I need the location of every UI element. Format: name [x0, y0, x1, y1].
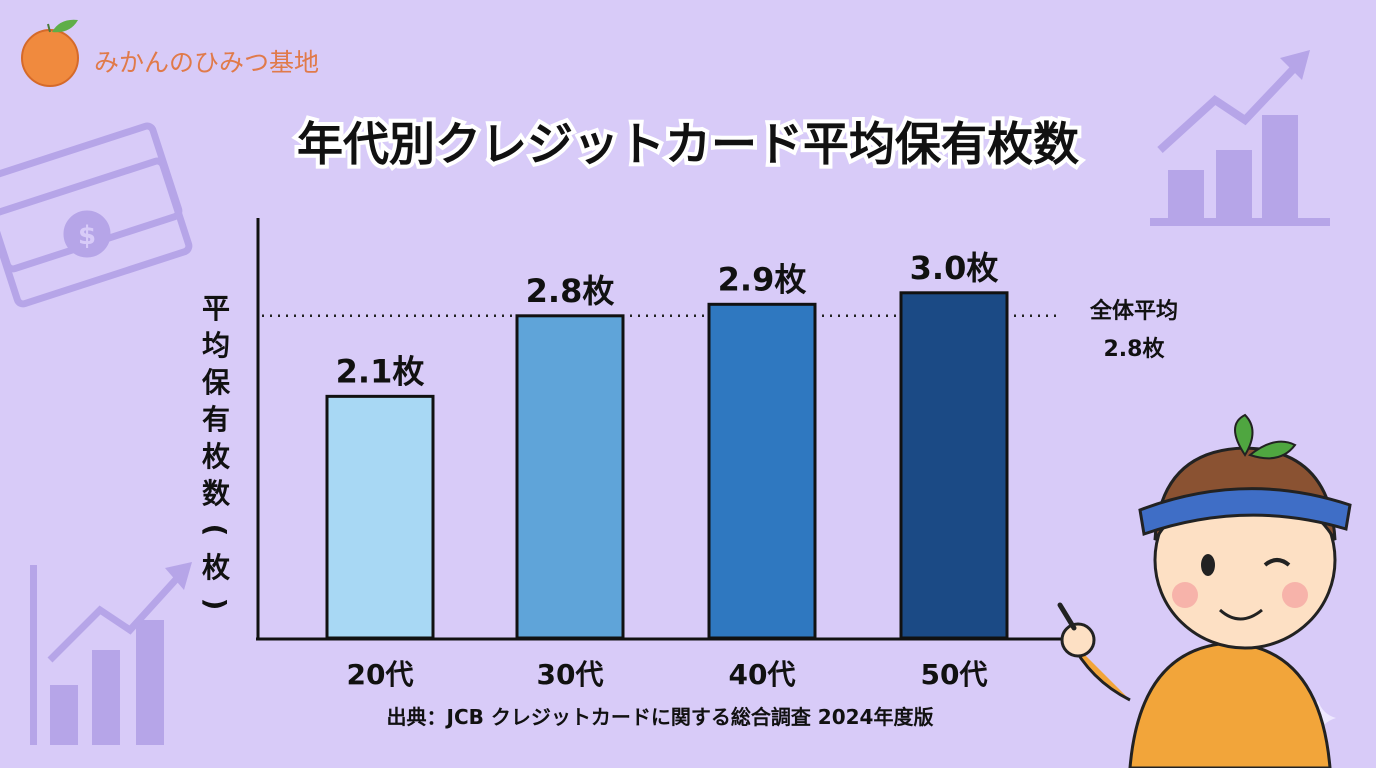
- data-label: 3.0枚: [910, 249, 999, 287]
- source-note: 出典：JCB クレジットカードに関する総合調査 2024年度版: [387, 705, 934, 729]
- bar-chart-up-icon: [30, 562, 192, 745]
- y-label-char: 平: [202, 292, 230, 325]
- y-axis-label: 平均保有枚数(枚): [199, 292, 232, 610]
- y-label-char: ): [199, 598, 232, 611]
- bar-20代: [325, 394, 435, 640]
- x-tick-label: 30代: [537, 658, 604, 691]
- bar-50代: [899, 291, 1009, 640]
- y-label-char: 枚: [202, 440, 230, 473]
- bar-30代: [515, 314, 625, 640]
- data-label: 2.1枚: [336, 352, 425, 390]
- dollar-sign-icon: $: [78, 221, 96, 251]
- brand-logo: みかんのひみつ基地: [21, 19, 319, 87]
- money-bills-icon: [0, 122, 193, 308]
- chart-title: 年代別クレジットカード平均保有枚数: [297, 117, 1079, 171]
- y-label-char: (: [199, 524, 232, 537]
- data-label: 2.9枚: [718, 260, 807, 298]
- y-label-char: 均: [202, 329, 230, 362]
- bar-40代: [707, 302, 817, 640]
- average-value: 2.8枚: [1104, 336, 1165, 362]
- y-label-char: 有: [202, 403, 230, 436]
- boy-character-pointing: [1057, 413, 1352, 768]
- y-label-char: 数: [202, 477, 231, 510]
- data-label: 2.8枚: [526, 272, 615, 310]
- brand-name: みかんのひみつ基地: [94, 48, 319, 77]
- x-tick-label: 50代: [921, 658, 988, 691]
- mandarin-orange-icon: [21, 29, 79, 87]
- average-label: 全体平均: [1089, 298, 1178, 324]
- x-tick-label: 20代: [347, 658, 414, 691]
- x-tick-label: 40代: [729, 658, 796, 691]
- bar-chart-up-icon: [1150, 50, 1330, 226]
- y-label-char: 保: [202, 366, 231, 399]
- y-label-char: 枚: [202, 551, 230, 584]
